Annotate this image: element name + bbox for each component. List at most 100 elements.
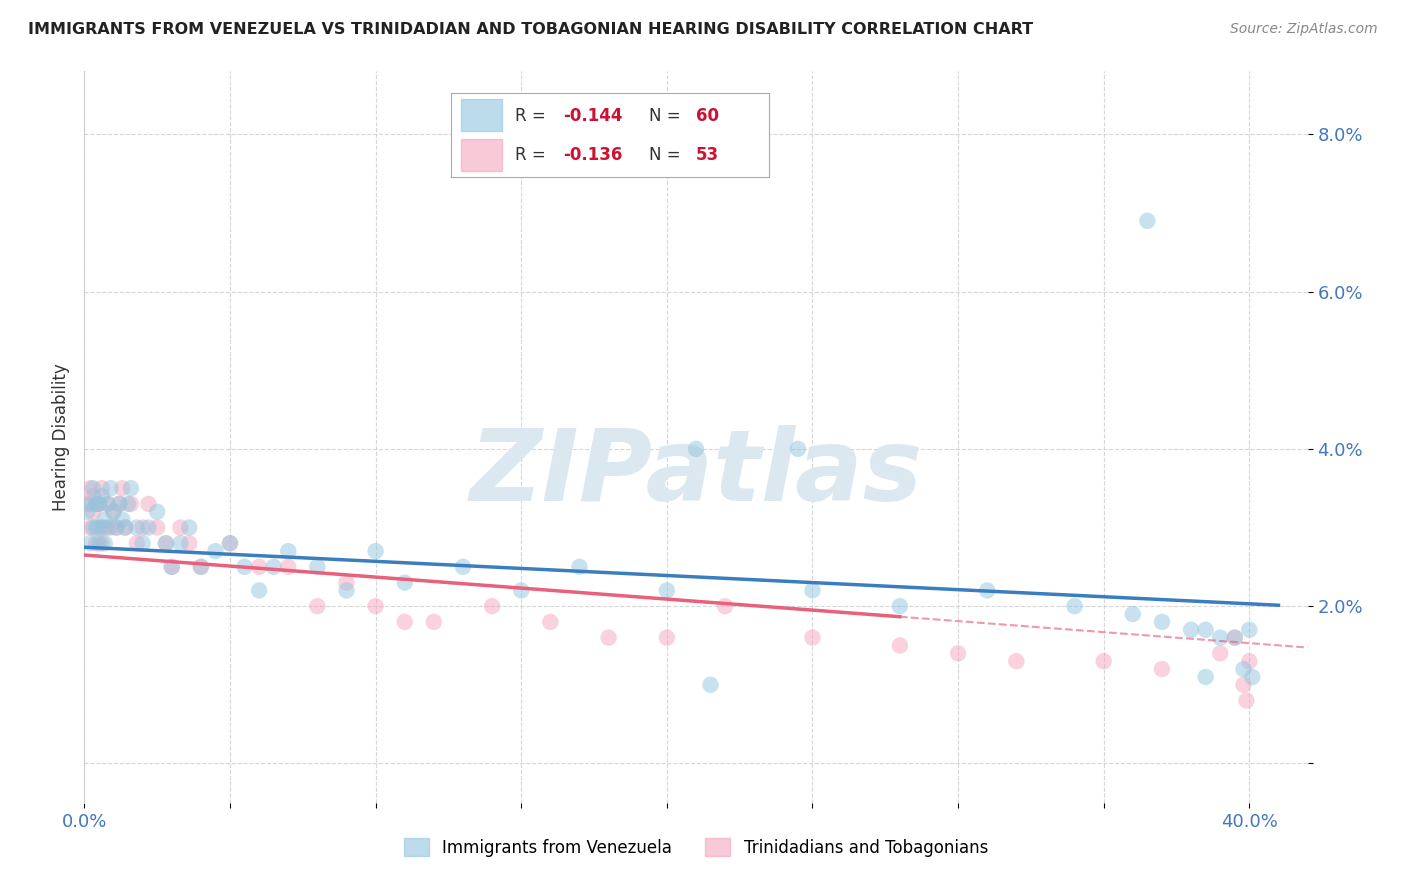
Point: [90, 536, 112, 550]
Point: [93, 536, 115, 550]
Point: [90, 481, 112, 495]
Point: [1150, 615, 1173, 629]
Point: [103, 505, 125, 519]
Point: [146, 520, 169, 534]
Point: [93, 520, 115, 534]
Point: [76, 497, 98, 511]
Text: ZIPatlas: ZIPatlas: [470, 425, 922, 522]
Point: [1241, 670, 1264, 684]
Point: [655, 583, 678, 598]
Point: [160, 559, 183, 574]
Point: [103, 505, 125, 519]
Point: [114, 520, 136, 534]
Point: [169, 536, 191, 550]
Point: [801, 631, 824, 645]
Point: [976, 583, 998, 598]
Point: [699, 678, 721, 692]
Point: [138, 497, 160, 511]
Point: [125, 536, 148, 550]
Point: [1063, 599, 1085, 614]
Point: [90, 489, 112, 503]
Point: [247, 559, 270, 574]
Point: [169, 520, 191, 534]
Point: [105, 520, 128, 534]
Point: [1005, 654, 1028, 668]
Point: [146, 505, 169, 519]
Point: [108, 497, 131, 511]
Point: [190, 559, 212, 574]
Point: [90, 520, 112, 534]
Point: [1239, 623, 1261, 637]
Point: [394, 615, 416, 629]
Point: [97, 497, 120, 511]
Point: [655, 631, 678, 645]
Point: [889, 639, 911, 653]
Point: [423, 615, 446, 629]
Point: [247, 583, 270, 598]
Point: [233, 559, 256, 574]
Point: [179, 520, 201, 534]
Point: [190, 559, 212, 574]
Point: [82, 520, 104, 534]
Point: [889, 599, 911, 614]
Point: [277, 544, 299, 558]
Point: [120, 497, 142, 511]
Point: [84, 536, 107, 550]
Point: [568, 559, 591, 574]
Point: [1209, 646, 1232, 660]
Point: [160, 559, 183, 574]
Point: [87, 536, 110, 550]
Point: [87, 497, 110, 511]
Point: [87, 520, 110, 534]
Point: [87, 497, 110, 511]
Point: [801, 583, 824, 598]
Point: [131, 520, 153, 534]
Point: [277, 559, 299, 574]
Point: [946, 646, 969, 660]
Point: [1136, 214, 1159, 228]
Point: [155, 536, 177, 550]
Point: [108, 497, 131, 511]
Point: [79, 520, 101, 534]
Point: [100, 481, 122, 495]
Point: [1223, 631, 1246, 645]
Y-axis label: Hearing Disability: Hearing Disability: [52, 363, 70, 511]
Point: [263, 559, 285, 574]
Point: [100, 520, 122, 534]
Point: [84, 497, 107, 511]
Point: [335, 583, 357, 598]
Legend: Immigrants from Venezuela, Trinidadians and Tobagonians: Immigrants from Venezuela, Trinidadians …: [404, 838, 988, 856]
Point: [364, 544, 387, 558]
Point: [111, 481, 134, 495]
Point: [84, 497, 107, 511]
Point: [105, 520, 128, 534]
Point: [307, 559, 329, 574]
Point: [84, 520, 107, 534]
Point: [155, 536, 177, 550]
Point: [204, 544, 226, 558]
Point: [1195, 623, 1218, 637]
Point: [1236, 693, 1258, 707]
Point: [451, 559, 474, 574]
Point: [219, 536, 242, 550]
Point: [120, 481, 142, 495]
Point: [179, 536, 201, 550]
Point: [82, 489, 104, 503]
Point: [79, 481, 101, 495]
Point: [1209, 631, 1232, 645]
Text: Source: ZipAtlas.com: Source: ZipAtlas.com: [1230, 22, 1378, 37]
Point: [114, 520, 136, 534]
Point: [394, 575, 416, 590]
Point: [79, 497, 101, 511]
Text: IMMIGRANTS FROM VENEZUELA VS TRINIDADIAN AND TOBAGONIAN HEARING DISABILITY CORRE: IMMIGRANTS FROM VENEZUELA VS TRINIDADIAN…: [28, 22, 1033, 37]
Point: [538, 615, 561, 629]
Point: [93, 513, 115, 527]
Point: [307, 599, 329, 614]
Point: [1223, 631, 1246, 645]
Point: [1150, 662, 1173, 676]
Point: [125, 520, 148, 534]
Point: [82, 481, 104, 495]
Point: [510, 583, 533, 598]
Point: [1122, 607, 1144, 621]
Point: [335, 575, 357, 590]
